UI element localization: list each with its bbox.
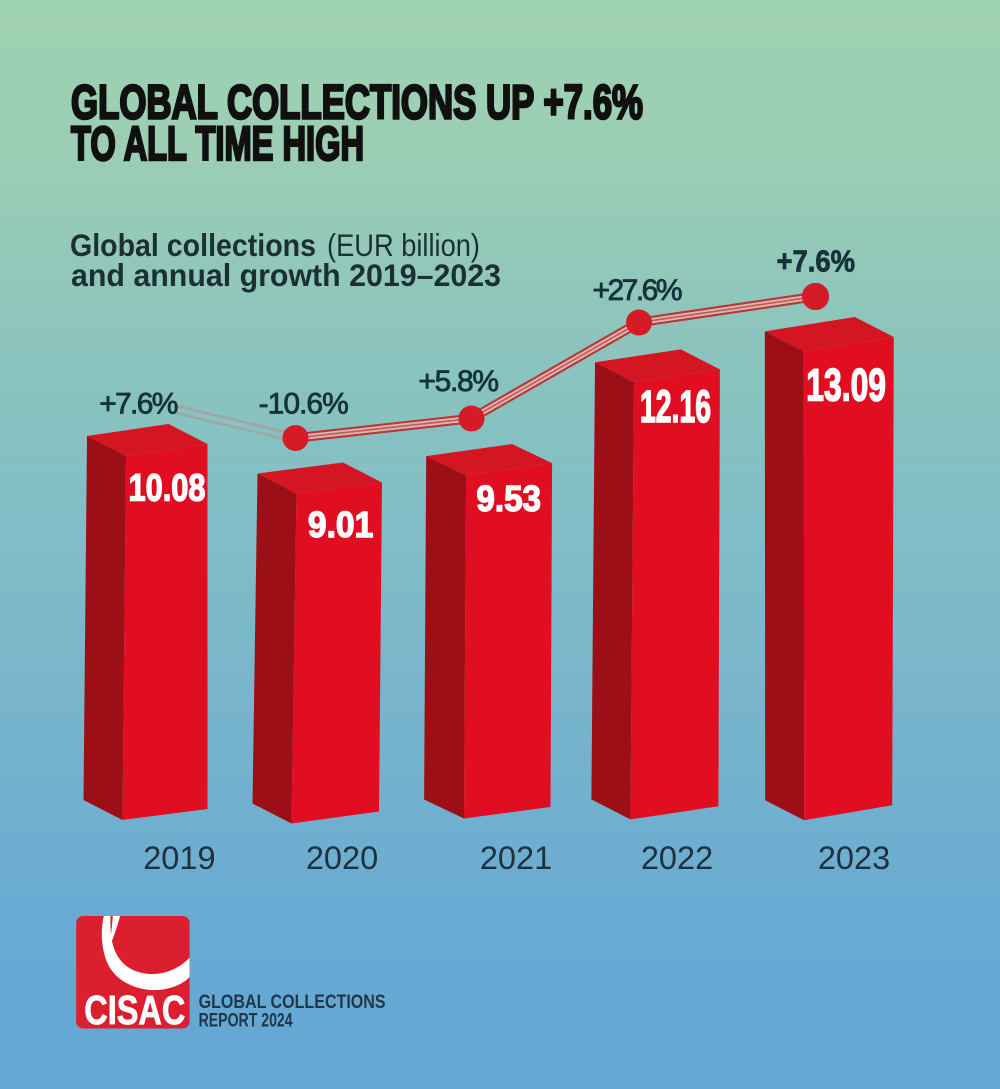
svg-text:+5.8%: +5.8% [418,365,499,398]
svg-text:REPORT 2024: REPORT 2024 [199,1011,293,1032]
svg-text:+7.6%: +7.6% [99,388,178,421]
svg-text:CISAC: CISAC [84,987,185,1033]
svg-text:9.01: 9.01 [308,504,373,545]
svg-text:GLOBAL COLLECTIONS: GLOBAL COLLECTIONS [199,992,386,1013]
svg-text:2023: 2023 [818,840,890,876]
svg-text:2019: 2019 [143,840,215,876]
svg-text:2022: 2022 [641,840,713,876]
svg-text:(EUR billion): (EUR billion) [327,227,480,263]
svg-text:+7.6%: +7.6% [777,244,856,279]
svg-text:-10.6%: -10.6% [259,388,349,421]
svg-text:GLOBAL COLLECTIONS UP +7.6%: GLOBAL COLLECTIONS UP +7.6% [71,76,643,129]
svg-text:2020: 2020 [306,840,378,876]
svg-text:13.09: 13.09 [806,359,886,410]
svg-text:10.08: 10.08 [129,467,206,509]
svg-text:+27.6%: +27.6% [593,274,683,307]
svg-text:Global collections: Global collections [70,227,316,263]
svg-text:TO ALL TIME HIGH: TO ALL TIME HIGH [71,118,364,171]
svg-text:and annual growth 2019–2023: and annual growth 2019–2023 [71,257,501,293]
svg-text:12.16: 12.16 [640,381,711,432]
svg-text:2021: 2021 [480,840,552,876]
svg-text:9.53: 9.53 [476,478,541,519]
